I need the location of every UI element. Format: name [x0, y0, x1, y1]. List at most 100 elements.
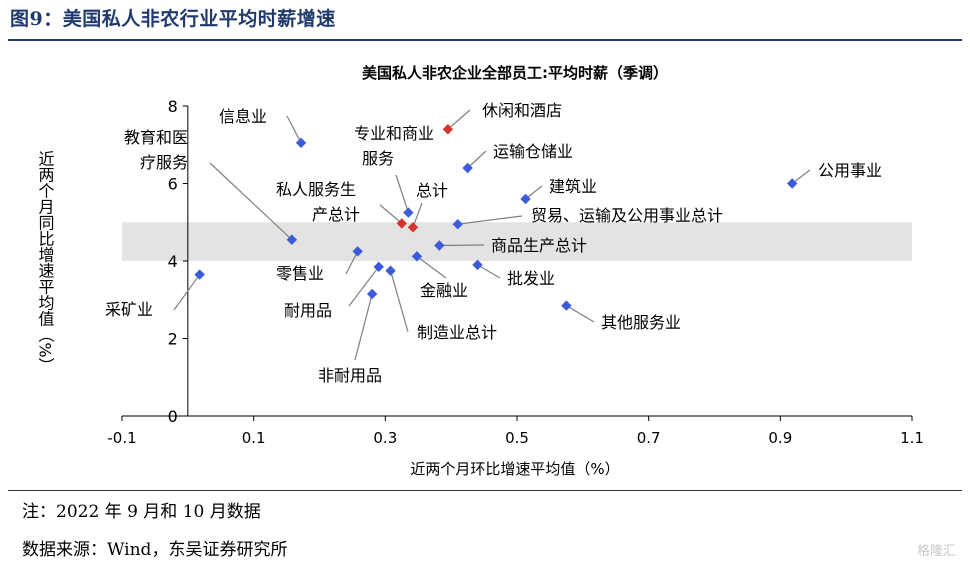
leader-line: [286, 115, 302, 144]
data-point: [407, 222, 419, 233]
point-label-line: 公用事业: [818, 161, 882, 180]
leader-line: [345, 251, 359, 275]
point-label: 耐用品: [284, 301, 332, 320]
data-point: [442, 124, 454, 135]
point-label-line: 服务: [362, 149, 394, 168]
point-label-line: 其他服务业: [601, 313, 681, 332]
data-point: [366, 288, 378, 300]
y-tick-label: 2: [168, 330, 178, 349]
point-label-line: 私人服务生: [276, 180, 356, 199]
point-label-line: 商品生产总计: [491, 236, 587, 255]
point-label-line: 贸易、运输及公用事业总计: [531, 206, 723, 225]
data-point: [194, 269, 205, 280]
leader-line: [209, 162, 293, 241]
scatter-chart: 美国私人非农企业全部员工:平均时薪（季调） -0.1 0.1 0.3 0.5 0.7 0.…: [36, 64, 924, 478]
chart-title: 美国私人非农企业全部员工:平均时薪（季调）: [362, 64, 668, 82]
point-label: 零售业: [276, 264, 324, 283]
point-label: 总计: [416, 181, 448, 200]
leader-line: [447, 109, 471, 130]
leader-line: [467, 150, 487, 169]
point-label: 公用事业: [818, 161, 882, 180]
point-label-line: 总计: [416, 181, 448, 200]
point-label: 休闲和酒店: [482, 101, 562, 120]
point-label: 运输仓储业: [493, 142, 573, 161]
x-tick-label: 0.5: [505, 429, 529, 447]
point-label: 制造业总计: [417, 323, 497, 342]
data-point: [373, 261, 384, 273]
point-label-line: 休闲和酒店: [482, 101, 562, 120]
leader-line: [791, 169, 811, 184]
y-axis-label: 近两个月同比增速平均值（%）: [36, 150, 55, 373]
point-label-line: 制造业总计: [417, 323, 497, 342]
point-label-line: 信息业: [219, 107, 267, 126]
data-point: [295, 137, 307, 149]
point-label: 建筑业: [549, 177, 597, 196]
leader-line: [412, 202, 423, 228]
bottom-rule: [8, 490, 962, 491]
leader-line: [566, 305, 595, 323]
data-point: [411, 251, 423, 262]
leader-line: [390, 270, 409, 333]
data-point: [472, 259, 483, 271]
data-point: [352, 246, 363, 257]
point-label-line: 非耐用品: [318, 366, 382, 385]
point-label-line: 专业和商业: [354, 124, 434, 143]
y-tick-label: 4: [168, 252, 178, 271]
point-label-line: 耐用品: [284, 301, 332, 320]
data-point: [434, 240, 445, 251]
point-label: 金融业: [420, 281, 468, 300]
point-label-line: 批发业: [507, 269, 555, 288]
leader-line: [379, 204, 403, 224]
x-tick-label: 0.7: [637, 429, 661, 447]
leader-line: [416, 255, 447, 279]
point-label-line: 运输仓储业: [493, 142, 573, 161]
point-label-line: 金融业: [420, 281, 468, 300]
y-tick-label: 8: [168, 97, 178, 116]
data-point: [385, 265, 396, 276]
data-point: [561, 300, 572, 311]
y-tick-label: 6: [168, 175, 178, 194]
point-label: 教育和医疗服务: [124, 128, 188, 172]
leader-line: [457, 215, 523, 225]
leader-line: [477, 264, 501, 279]
leader-line: [348, 266, 380, 307]
point-label: 私人服务生产总计: [276, 180, 360, 224]
y-tick-label: 0: [168, 407, 178, 426]
shaded-band: [122, 222, 912, 261]
x-tick-label: 0.3: [373, 429, 397, 447]
data-point: [452, 218, 463, 230]
leader-line: [354, 293, 373, 361]
data-point: [520, 193, 531, 205]
data-point: [396, 218, 407, 229]
x-axis-label: 近两个月环比增速平均值（%）: [410, 460, 619, 478]
point-label: 专业和商业服务: [354, 124, 434, 168]
point-label: 采矿业: [105, 300, 153, 319]
footnote: 注：2022 年 9 月和 10 月数据: [22, 502, 261, 522]
leader-line: [439, 244, 485, 247]
x-tick-label: -0.1: [107, 429, 136, 447]
leader-line: [173, 274, 201, 311]
data-point: [403, 207, 414, 218]
data-point: [462, 162, 473, 174]
point-label: 批发业: [507, 269, 555, 288]
data-point: [286, 234, 298, 245]
point-label-line: 产总计: [312, 205, 360, 224]
point-label-line: 建筑业: [549, 177, 597, 196]
point-label-line: 教育和医: [124, 128, 188, 147]
point-label-line: 采矿业: [105, 300, 153, 319]
x-tick-label: 0.9: [768, 429, 792, 447]
point-label-line: 零售业: [276, 264, 324, 283]
leader-line: [395, 174, 409, 213]
point-label: 商品生产总计: [491, 236, 587, 255]
point-label-line: 疗服务: [140, 153, 188, 172]
point-label: 其他服务业: [601, 313, 681, 332]
x-tick-label: 0.1: [242, 429, 266, 447]
point-label: 非耐用品: [318, 366, 382, 385]
x-tick-label: 1.1: [900, 429, 924, 447]
source-note: 数据来源：Wind，东吴证券研究所: [22, 540, 288, 560]
point-label: 信息业: [219, 107, 267, 126]
top-rule: [8, 39, 962, 41]
figure-title: 图9：美国私人非农行业平均时薪增速: [10, 8, 336, 30]
point-label: 贸易、运输及公用事业总计: [531, 206, 723, 225]
watermark-text: 格隆汇: [916, 544, 956, 559]
